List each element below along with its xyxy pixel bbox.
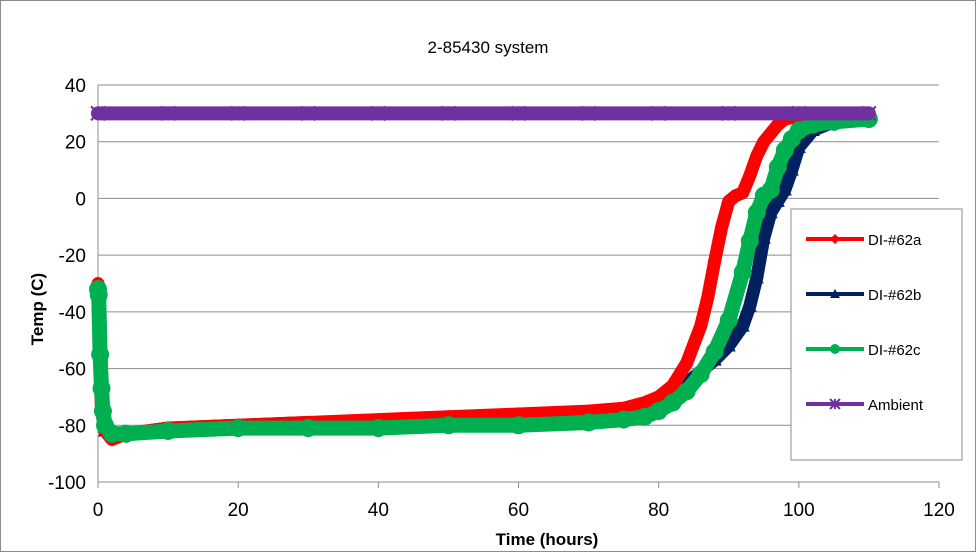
- data-point: [740, 231, 759, 250]
- data-point: [635, 407, 654, 426]
- data-point: [440, 105, 457, 122]
- data-point: [705, 342, 724, 361]
- x-tick-label: 20: [228, 500, 249, 521]
- data-point: [229, 419, 248, 438]
- data-point: [637, 395, 652, 410]
- data-point: [791, 105, 807, 122]
- legend-label: DI-#62c: [868, 342, 921, 359]
- data-point: [370, 105, 387, 122]
- data-point: [700, 290, 715, 305]
- x-tick-label: 0: [93, 500, 104, 521]
- data-point: [721, 105, 737, 122]
- data-point: [663, 393, 682, 412]
- series-Ambient: [90, 105, 877, 122]
- y-tick-label: -40: [59, 303, 86, 324]
- y-tick-label: -80: [59, 416, 86, 437]
- x-axis-label: Time (hours): [496, 530, 599, 549]
- data-point: [160, 105, 176, 122]
- x-tick-label: 100: [783, 500, 815, 521]
- data-point: [789, 121, 808, 140]
- data-point: [92, 379, 111, 398]
- data-point: [747, 203, 766, 222]
- legend-item: Ambient: [806, 397, 924, 414]
- y-tick-labels: -100 -80 -60 -40 -20 0 20 40: [48, 76, 86, 494]
- data-point: [756, 134, 771, 149]
- data-point: [579, 413, 598, 432]
- legend-item: DI-#62c: [806, 342, 921, 359]
- data-point: [756, 231, 771, 244]
- data-point: [784, 163, 799, 176]
- data-point: [159, 421, 178, 440]
- data-point: [93, 402, 112, 421]
- legend-swatch-marker: [829, 398, 841, 410]
- data-point: [721, 338, 736, 352]
- data-point: [650, 105, 667, 122]
- legend-item: DI-#62a: [806, 232, 922, 249]
- data-point: [861, 105, 877, 122]
- data-point: [614, 410, 633, 429]
- data-point: [580, 105, 597, 122]
- data-point: [714, 219, 729, 234]
- data-point: [369, 419, 388, 438]
- series-DI-#62c: [89, 110, 878, 443]
- x-tick-labels: 0 20 40 60 80 100 120: [93, 482, 955, 521]
- data-point: [693, 319, 708, 334]
- data-point: [91, 345, 110, 364]
- legend-swatch-marker: [830, 234, 840, 244]
- x-tick-label: 120: [923, 500, 955, 521]
- data-point: [89, 285, 108, 304]
- data-point: [719, 311, 738, 330]
- y-tick-label: 40: [65, 76, 86, 97]
- y-tick-label: -100: [48, 473, 86, 494]
- data-point: [439, 416, 458, 435]
- data-point: [707, 253, 722, 268]
- data-point: [749, 148, 764, 163]
- legend-box: [790, 208, 963, 461]
- y-axis-label: Temp (C): [28, 273, 47, 345]
- x-tick-label: 80: [648, 500, 669, 521]
- chart-title: 2-85430 system: [428, 38, 549, 57]
- legend: DI-#62a DI-#62b DI-#62c Ambient: [790, 208, 963, 461]
- x-tick-label: 40: [368, 500, 389, 521]
- legend-swatch-marker: [830, 289, 840, 298]
- data-point: [300, 105, 316, 122]
- data-point: [677, 382, 696, 401]
- data-point: [679, 355, 694, 370]
- data-point: [299, 419, 318, 438]
- data-point: [742, 299, 757, 312]
- y-tick-label: 20: [65, 133, 86, 154]
- data-point: [742, 168, 757, 183]
- y-tick-label: -60: [59, 360, 86, 381]
- legend-label: DI-#62a: [868, 232, 922, 249]
- series-group: [89, 105, 878, 447]
- data-point: [733, 263, 752, 282]
- x-tick-label: 60: [508, 500, 529, 521]
- data-point: [761, 180, 780, 199]
- legend-swatch-marker: [830, 344, 840, 354]
- data-point: [763, 126, 778, 141]
- data-point: [117, 424, 136, 443]
- data-point: [735, 185, 750, 200]
- data-point: [510, 105, 527, 122]
- data-point: [768, 158, 787, 177]
- legend-label: DI-#62b: [868, 287, 921, 304]
- data-point: [509, 416, 528, 435]
- data-point: [230, 105, 246, 122]
- data-point: [665, 378, 680, 393]
- legend-label: Ambient: [868, 397, 924, 414]
- y-tick-label: 0: [75, 189, 86, 210]
- data-point: [770, 194, 785, 207]
- data-point: [777, 182, 792, 196]
- data-point: [735, 319, 750, 332]
- data-point: [90, 105, 106, 122]
- data-point: [691, 365, 710, 384]
- data-point: [103, 424, 122, 443]
- y-tick-label: -20: [59, 246, 86, 267]
- legend-item: DI-#62b: [806, 287, 921, 304]
- data-point: [791, 140, 806, 153]
- data-point: [649, 402, 668, 421]
- data-point: [749, 270, 764, 284]
- data-point: [763, 205, 778, 219]
